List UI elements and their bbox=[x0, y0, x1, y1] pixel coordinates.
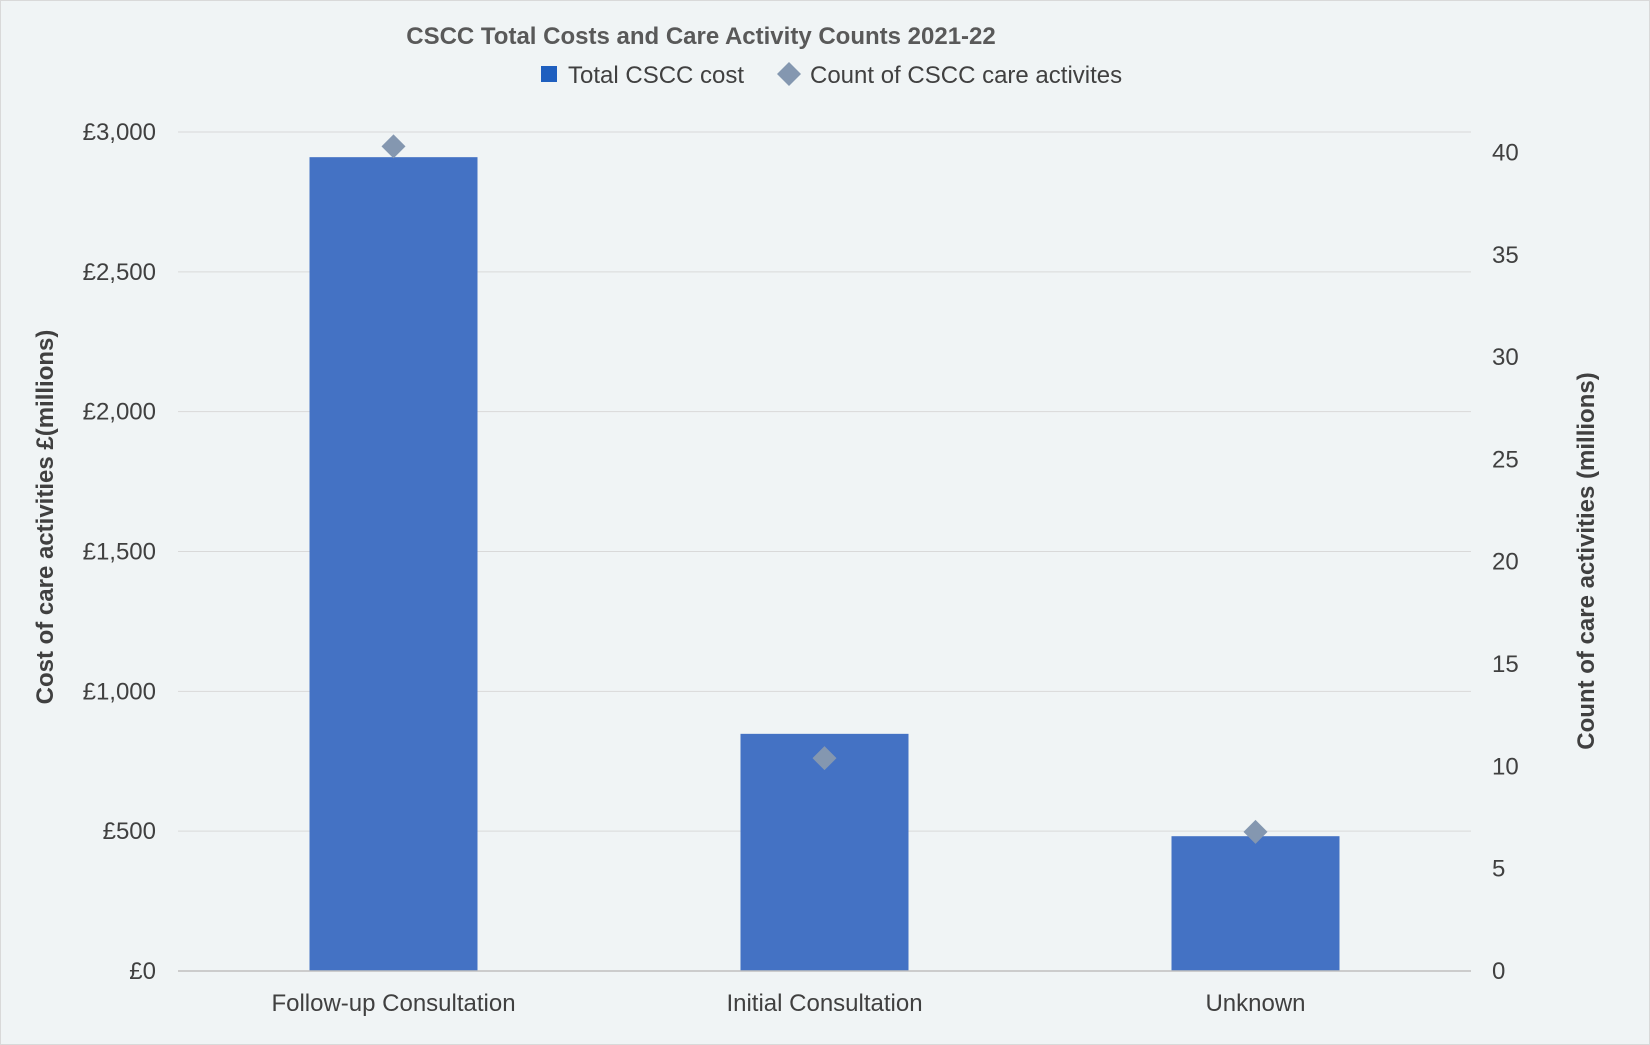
cost-bar bbox=[309, 157, 478, 972]
legend-swatch-cost bbox=[541, 66, 557, 82]
y-tick-label: £1,500 bbox=[83, 539, 156, 566]
y2-tick-label: 0 bbox=[1492, 958, 1505, 985]
y2-tick-label: 25 bbox=[1492, 446, 1519, 473]
y2-tick-label: 30 bbox=[1492, 344, 1519, 371]
y-tick-label: £2,000 bbox=[83, 399, 156, 426]
left-axis-title: Cost of care activities £(millions) bbox=[32, 330, 59, 705]
count-markers bbox=[381, 134, 1268, 844]
right-axis-title: Count of care activities (millions) bbox=[1573, 372, 1600, 749]
y-tick-label: £1,000 bbox=[83, 678, 156, 705]
y2-tick-label: 10 bbox=[1492, 753, 1519, 780]
x-tick-label: Unknown bbox=[1205, 990, 1305, 1017]
count-marker bbox=[1243, 819, 1268, 844]
y-tick-label: £2,500 bbox=[83, 259, 156, 286]
count-marker bbox=[381, 134, 406, 159]
y2-tick-label: 35 bbox=[1492, 242, 1519, 269]
legend-label-count: Count of CSCC care activites bbox=[810, 62, 1122, 89]
y2-tick-label: 15 bbox=[1492, 651, 1519, 678]
cost-bar bbox=[740, 733, 909, 971]
y-tick-label: £500 bbox=[103, 818, 156, 845]
y-tick-label: £3,000 bbox=[83, 119, 156, 146]
legend-swatch-count bbox=[777, 62, 801, 86]
category-labels: Follow-up Consultation Initial Consultati… bbox=[271, 990, 1305, 1017]
count-marker bbox=[812, 746, 837, 771]
x-tick-label: Follow-up Consultation bbox=[271, 990, 515, 1017]
cost-bars bbox=[309, 157, 1340, 972]
y2-tick-label: 40 bbox=[1492, 139, 1519, 166]
left-axis-ticks: £0 £500 £1,000 £1,500 £2,000 £2,500 £3,000 bbox=[83, 119, 156, 985]
right-axis-ticks: 0 5 10 15 20 25 30 35 40 bbox=[1492, 139, 1519, 985]
y-tick-label: £0 bbox=[129, 958, 156, 985]
legend-label-cost: Total CSCC cost bbox=[568, 62, 744, 89]
y2-tick-label: 20 bbox=[1492, 549, 1519, 576]
chart-title: CSCC Total Costs and Care Activity Count… bbox=[406, 23, 995, 50]
cost-bar bbox=[1171, 836, 1340, 971]
legend: Total CSCC cost Count of CSCC care activ… bbox=[541, 62, 1122, 89]
y2-tick-label: 5 bbox=[1492, 856, 1505, 883]
x-tick-label: Initial Consultation bbox=[726, 990, 922, 1017]
